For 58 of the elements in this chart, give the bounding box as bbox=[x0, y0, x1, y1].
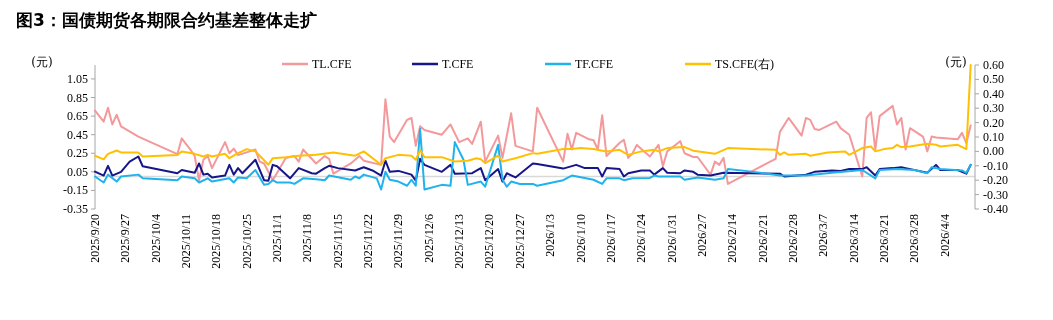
x-tick-label: 2025/11/22 bbox=[361, 214, 376, 269]
y-tick-label: 0.45 bbox=[67, 127, 88, 142]
y-tick-label: -0.35 bbox=[63, 202, 88, 216]
y2-tick-label: 0.50 bbox=[983, 72, 1004, 87]
y2-tick-label: -0.20 bbox=[983, 173, 1008, 188]
x-tick-label: 2026/1/24 bbox=[634, 214, 649, 263]
y-tick-label: -0.15 bbox=[63, 183, 88, 198]
x-tick-label: 2026/1/17 bbox=[603, 214, 618, 263]
y-axis-title: (元) bbox=[31, 55, 53, 69]
x-tick-label: 2026/3/14 bbox=[846, 214, 861, 263]
x-tick-label: 2025/11/1 bbox=[270, 214, 285, 263]
y-tick-label: 0.85 bbox=[67, 90, 88, 105]
x-tick-label: 2026/1/31 bbox=[664, 214, 679, 263]
x-tick-label: 2026/3/21 bbox=[876, 214, 891, 263]
y2-tick-label: 0.40 bbox=[983, 86, 1004, 101]
x-tick-label: 2026/2/21 bbox=[755, 214, 770, 263]
x-tick-label: 2025/12/13 bbox=[452, 214, 467, 269]
chart-title: 图3：国债期货各期限合约基差整体走扩 bbox=[16, 10, 317, 30]
legend-label: TL.CFE bbox=[312, 57, 352, 71]
line-series bbox=[94, 98, 972, 185]
y2-tick-label: -0.10 bbox=[983, 158, 1008, 173]
x-tick-label: 2025/11/29 bbox=[391, 214, 406, 269]
x-tick-label: 2026/2/14 bbox=[725, 214, 740, 263]
x-tick-label: 2025/10/11 bbox=[179, 214, 194, 269]
x-tick-label: 2025/12/20 bbox=[482, 214, 497, 269]
y2-tick-label: -0.30 bbox=[983, 187, 1008, 202]
line-series bbox=[94, 128, 972, 191]
x-tick-label: 2025/11/8 bbox=[300, 214, 315, 263]
legend-label: T.CFE bbox=[442, 57, 474, 71]
x-tick-label: 2025/12/27 bbox=[512, 214, 527, 269]
y2-tick-label: 0.00 bbox=[983, 144, 1004, 159]
x-tick-label: 2026/4/4 bbox=[937, 214, 952, 257]
y-tick-label: 0.05 bbox=[67, 164, 88, 179]
x-tick-label: 2025/10/18 bbox=[209, 214, 224, 269]
y2-axis-title: (元) bbox=[945, 55, 967, 69]
x-tick-label: 2026/2/28 bbox=[785, 214, 800, 263]
legend-label: TS.CFE(右) bbox=[715, 57, 775, 71]
x-tick-label: 2026/3/28 bbox=[907, 214, 922, 263]
y-tick-label: 1.05 bbox=[67, 71, 88, 86]
x-tick-label: 2026/1/3 bbox=[543, 214, 558, 257]
legend-label: TF.CFE bbox=[575, 57, 614, 71]
y2-tick-label: 0.30 bbox=[983, 101, 1004, 116]
x-tick-label: 2025/11/15 bbox=[330, 214, 345, 269]
x-tick-label: 2026/3/7 bbox=[816, 214, 831, 257]
y2-tick-label: 0.60 bbox=[983, 58, 1004, 72]
y-tick-label: 0.25 bbox=[67, 146, 88, 161]
x-tick-label: 2026/1/10 bbox=[573, 214, 588, 263]
line-series bbox=[94, 155, 972, 183]
x-tick-label: 2026/2/7 bbox=[694, 214, 709, 257]
y2-tick-label: 0.10 bbox=[983, 130, 1004, 144]
y2-tick-label: 0.20 bbox=[983, 115, 1004, 130]
x-tick-label: 2025/10/25 bbox=[239, 214, 254, 269]
x-tick-label: 2025/12/6 bbox=[421, 214, 436, 263]
x-tick-label: 2025/10/4 bbox=[148, 214, 163, 263]
y-tick-label: 0.65 bbox=[67, 109, 88, 124]
x-tick-label: 2025/9/20 bbox=[88, 214, 102, 263]
y2-tick-label: -0.40 bbox=[983, 202, 1008, 216]
x-tick-label: 2025/9/27 bbox=[118, 214, 133, 263]
